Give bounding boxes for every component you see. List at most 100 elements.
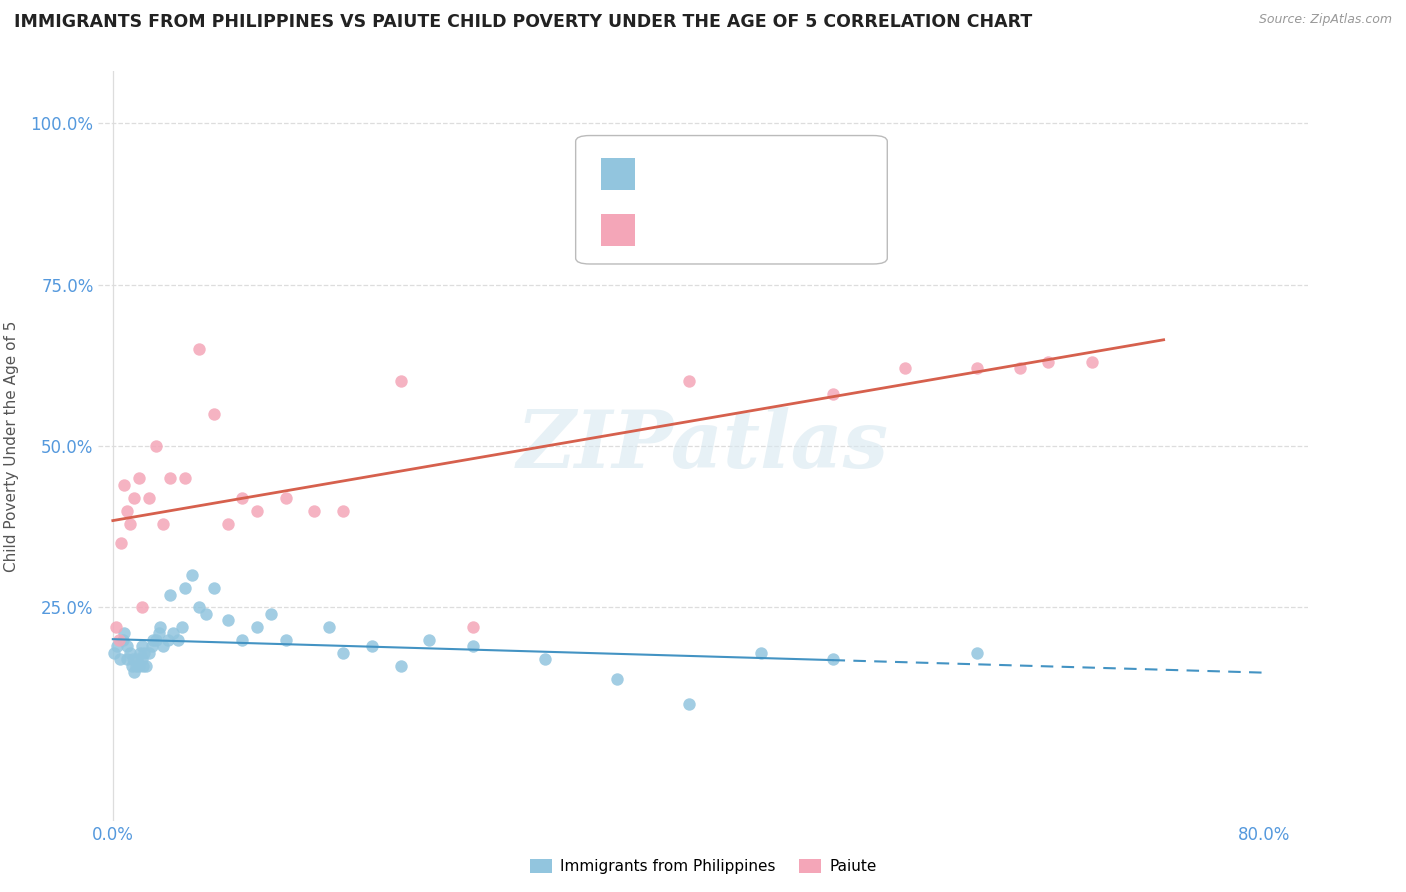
Point — [138, 491, 160, 505]
Point — [138, 646, 160, 660]
Point — [966, 361, 988, 376]
Bar — [602, 214, 636, 246]
Point — [134, 646, 156, 660]
Point — [124, 491, 146, 505]
Point — [127, 652, 149, 666]
Point — [274, 491, 297, 505]
Point — [217, 614, 239, 628]
Point — [188, 342, 211, 356]
Point — [156, 632, 179, 647]
Point — [217, 516, 239, 531]
FancyBboxPatch shape — [575, 136, 887, 264]
Point — [418, 632, 440, 647]
Point — [125, 658, 148, 673]
Point — [389, 375, 412, 389]
Point — [173, 581, 195, 595]
Point — [128, 471, 150, 485]
Point — [131, 639, 153, 653]
Point — [120, 646, 142, 660]
Point — [104, 620, 127, 634]
Y-axis label: Child Poverty Under the Age of 5: Child Poverty Under the Age of 5 — [4, 320, 20, 572]
Point — [173, 471, 195, 485]
Point — [145, 632, 167, 647]
Text: 31: 31 — [834, 221, 856, 239]
Point — [332, 646, 354, 660]
Point — [389, 658, 412, 673]
Point — [166, 632, 188, 647]
Point — [966, 646, 988, 660]
Point — [142, 632, 165, 647]
Point — [124, 665, 146, 679]
Point — [149, 620, 172, 634]
Legend: Immigrants from Philippines, Paiute: Immigrants from Philippines, Paiute — [523, 853, 883, 880]
Text: IMMIGRANTS FROM PHILIPPINES VS PAIUTE CHILD POVERTY UNDER THE AGE OF 5 CORRELATI: IMMIGRANTS FROM PHILIPPINES VS PAIUTE CH… — [14, 13, 1032, 31]
Point — [115, 652, 138, 666]
Text: 54: 54 — [834, 165, 856, 183]
Point — [231, 491, 253, 505]
Point — [128, 658, 150, 673]
Point — [148, 626, 170, 640]
Point — [274, 632, 297, 647]
Point — [108, 652, 131, 666]
Point — [202, 581, 225, 595]
Point — [131, 652, 153, 666]
Point — [111, 632, 134, 647]
Point — [1008, 361, 1031, 376]
Point — [122, 652, 145, 666]
Text: N =: N = — [783, 221, 820, 239]
Point — [145, 439, 167, 453]
Point — [112, 626, 135, 640]
Point — [195, 607, 218, 621]
Point — [231, 632, 253, 647]
Point — [533, 652, 555, 666]
Point — [141, 639, 163, 653]
Point — [110, 536, 132, 550]
Point — [821, 387, 844, 401]
Point — [246, 620, 269, 634]
Point — [152, 639, 174, 653]
Point — [332, 503, 354, 517]
Point — [1080, 355, 1102, 369]
Point — [260, 607, 283, 621]
Text: N =: N = — [783, 165, 820, 183]
Point — [107, 632, 129, 647]
Point — [115, 503, 138, 517]
Point — [135, 658, 157, 673]
Point — [461, 620, 484, 634]
Point — [152, 516, 174, 531]
Point — [181, 568, 204, 582]
Point — [159, 588, 181, 602]
Text: ZIPatlas: ZIPatlas — [517, 408, 889, 484]
Point — [678, 375, 700, 389]
Bar — [602, 158, 636, 190]
Point — [132, 658, 155, 673]
Point — [318, 620, 340, 634]
Point — [749, 646, 772, 660]
Point — [115, 639, 138, 653]
Point — [112, 477, 135, 491]
Point — [162, 626, 184, 640]
Text: 0.358: 0.358 — [709, 221, 761, 239]
Point — [103, 646, 125, 660]
Point — [131, 600, 153, 615]
Point — [159, 471, 181, 485]
Point — [361, 639, 384, 653]
Point — [304, 503, 326, 517]
Point — [1038, 355, 1060, 369]
Point — [606, 672, 628, 686]
Point — [188, 600, 211, 615]
Point — [121, 658, 143, 673]
Point — [105, 639, 128, 653]
Point — [129, 646, 152, 660]
Text: Source: ZipAtlas.com: Source: ZipAtlas.com — [1258, 13, 1392, 27]
Text: R =: R = — [647, 221, 688, 239]
Text: -0.054: -0.054 — [709, 165, 768, 183]
Point — [821, 652, 844, 666]
Point — [461, 639, 484, 653]
Point — [678, 698, 700, 712]
Point — [893, 361, 915, 376]
Point — [120, 516, 142, 531]
Point — [170, 620, 193, 634]
Point — [246, 503, 269, 517]
Text: R =: R = — [647, 165, 682, 183]
